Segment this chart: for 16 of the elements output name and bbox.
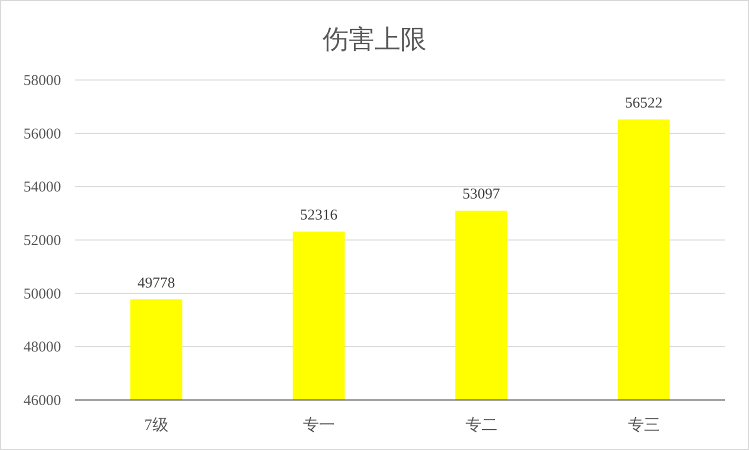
- y-tick-label: 56000: [24, 126, 61, 142]
- x-tick-label: 7级: [144, 417, 168, 434]
- chart-title: 伤害上限: [322, 25, 426, 54]
- y-tick-label: 54000: [24, 180, 61, 196]
- data-label: 49778: [138, 275, 175, 292]
- y-tick-label: 46000: [24, 393, 61, 409]
- data-label: 56522: [625, 95, 662, 112]
- data-label: 53097: [462, 186, 500, 203]
- y-tick-label: 48000: [24, 340, 61, 356]
- x-tick-label: 专一: [302, 416, 335, 434]
- y-tick-label: 52000: [24, 233, 61, 249]
- data-label: 52316: [300, 208, 338, 224]
- x-tick-label: 专二: [465, 416, 498, 434]
- x-tick-label: 专三: [628, 416, 660, 434]
- y-tick-label: 58000: [24, 73, 61, 89]
- y-tick-label: 50000: [24, 286, 61, 302]
